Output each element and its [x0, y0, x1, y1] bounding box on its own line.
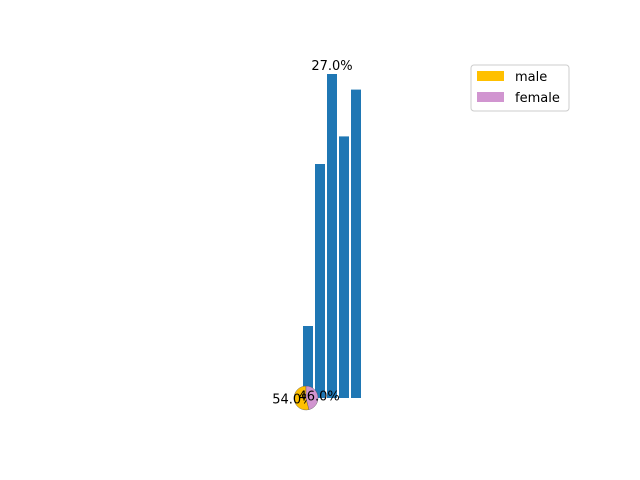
legend-label-female: female: [515, 91, 560, 106]
legend-swatch-female: [477, 92, 504, 102]
legend: male female: [470, 64, 570, 112]
pie-data-label-male: 54.0%: [272, 393, 313, 408]
bar-4: [339, 136, 349, 398]
legend-swatch-male: [477, 71, 504, 81]
legend-label-male: male: [515, 70, 547, 85]
bar-1: [303, 326, 313, 398]
bar-chart: 27.0%: [303, 59, 361, 398]
pie-chart: 54.0%46.0%: [272, 385, 340, 411]
bar-2: [315, 164, 325, 398]
bar-5: [351, 89, 361, 398]
pie-slice-male: [293, 385, 310, 411]
pie-data-label-female: 46.0%: [298, 389, 339, 404]
bar-3: [327, 74, 337, 398]
bar-data-label-3: 27.0%: [311, 59, 352, 74]
pie-slice-female: [305, 385, 319, 410]
